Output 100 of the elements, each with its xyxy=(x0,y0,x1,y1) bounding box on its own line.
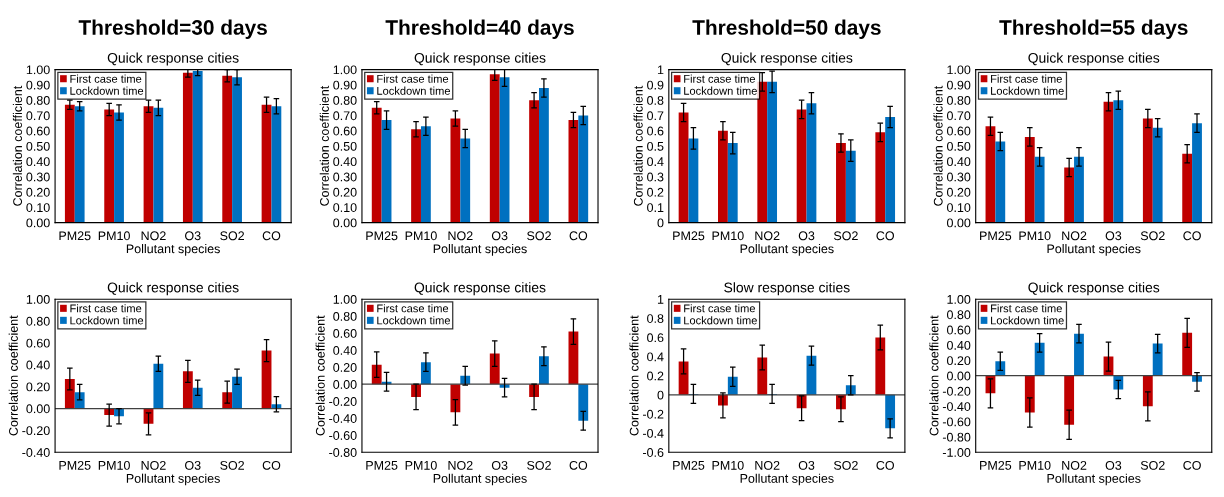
y-tick-label: -1.00 xyxy=(942,448,971,457)
y-tick-label: -0.6 xyxy=(642,448,664,457)
x-tick-label: NO2 xyxy=(755,231,780,241)
y-tick-label: 0.80 xyxy=(26,316,50,326)
y-tick-label: 1.00 xyxy=(947,294,971,304)
y-tick-label: 0.3 xyxy=(647,172,664,182)
y-axis-title: Correlation coefficient xyxy=(929,315,939,436)
y-tick-label: 0.90 xyxy=(947,80,971,90)
x-tick-label: O3 xyxy=(185,231,201,241)
x-axis-title: Pollutant species xyxy=(433,473,527,486)
x-tick-label: CO xyxy=(876,460,894,470)
y-tick-label: -0.20 xyxy=(22,426,50,436)
x-tick-label: PM10 xyxy=(1019,460,1051,470)
y-tick-label: 0.5 xyxy=(647,141,664,151)
y-tick-label: 0.40 xyxy=(947,157,971,167)
chart-subtitle: Quick response cities xyxy=(414,52,546,66)
y-axis-title: Correlation coefficient xyxy=(933,85,943,206)
y-tick-label: 0.00 xyxy=(947,218,971,228)
y-tick-label: -0.80 xyxy=(329,448,357,457)
x-tick-label: NO2 xyxy=(141,231,166,241)
y-tick-label: 0.70 xyxy=(333,111,357,121)
x-tick-label: SO2 xyxy=(833,231,858,241)
x-tick-label: O3 xyxy=(1105,231,1122,241)
y-tick-label: 1.00 xyxy=(26,294,50,304)
y-tick-label: 0.50 xyxy=(26,141,50,151)
y-tick-label: 0.40 xyxy=(26,157,50,167)
chart-title: Threshold=55 days xyxy=(999,19,1188,39)
y-tick-label: 0.1 xyxy=(647,203,664,212)
y-axis-title: Correlation coefficient xyxy=(8,315,18,436)
legend-label: Lockdown time xyxy=(684,316,757,325)
y-tick-label: 0.4 xyxy=(647,157,664,167)
x-tick-label: PM25 xyxy=(59,460,91,470)
x-axis-title: Pollutant species xyxy=(126,473,220,486)
y-tick-label: 0.80 xyxy=(26,96,50,105)
y-tick-label: -0.4 xyxy=(642,428,664,438)
y-tick-label: 0.60 xyxy=(947,126,971,136)
x-tick-label: SO2 xyxy=(1140,231,1165,241)
y-tick-label: -0.20 xyxy=(942,386,971,396)
y-tick-label: 0 xyxy=(657,390,664,400)
y-tick-label: 0.70 xyxy=(26,111,50,121)
chart-subtitle: Quick response cities xyxy=(721,52,853,66)
x-tick-label: NO2 xyxy=(448,231,473,241)
x-axis-title: Pollutant species xyxy=(740,473,834,486)
y-tick-label: 0.40 xyxy=(947,340,971,350)
x-tick-label: CO xyxy=(569,460,588,470)
legend-label: Lockdown time xyxy=(377,316,451,325)
x-tick-label: NO2 xyxy=(1062,231,1087,241)
x-tick-label: O3 xyxy=(1105,460,1122,470)
x-tick-label: NO2 xyxy=(448,460,473,470)
y-tick-label: 1.00 xyxy=(333,65,357,75)
y-tick-label: 0.50 xyxy=(947,141,971,151)
legend-label: Lockdown time xyxy=(991,316,1064,325)
y-tick-label: 0.10 xyxy=(333,203,357,212)
y-tick-label: 0.00 xyxy=(333,380,357,389)
y-axis-title: Correlation coefficient xyxy=(315,315,325,436)
y-tick-label: 0.80 xyxy=(947,96,971,105)
y-axis-title: Correlation coefficient xyxy=(633,85,643,206)
y-tick-label: 0.00 xyxy=(26,404,50,414)
x-tick-label: CO xyxy=(1183,231,1201,241)
y-tick-label: 0.7 xyxy=(647,111,664,121)
x-tick-label: CO xyxy=(262,460,281,470)
y-tick-label: 1 xyxy=(657,65,664,75)
x-tick-label: PM25 xyxy=(980,460,1012,470)
y-axis-title: Correlation coefficient xyxy=(629,315,639,436)
y-tick-label: 1.00 xyxy=(26,65,50,75)
x-tick-label: PM10 xyxy=(405,460,437,470)
x-axis-title: Pollutant species xyxy=(1047,473,1141,486)
chart-title: Quick response cities xyxy=(107,282,239,296)
y-tick-label: 0.10 xyxy=(947,203,971,212)
y-tick-label: 0.00 xyxy=(333,218,357,228)
y-tick-label: 0.2 xyxy=(647,371,664,381)
x-tick-label: PM25 xyxy=(366,460,398,470)
x-tick-label: O3 xyxy=(798,231,815,241)
y-tick-label: 0.60 xyxy=(26,126,50,136)
y-tick-label: 0.20 xyxy=(26,187,50,197)
chart-title: Quick response cities xyxy=(1028,282,1160,296)
y-tick-label: 1 xyxy=(657,295,664,304)
y-tick-label: 1.00 xyxy=(333,294,357,304)
y-tick-label: 0.30 xyxy=(26,172,50,182)
x-tick-label: PM25 xyxy=(673,460,705,470)
y-tick-label: -0.80 xyxy=(942,432,971,442)
y-tick-label: -0.40 xyxy=(22,448,50,457)
y-tick-label: 0 xyxy=(657,218,664,228)
y-axis-title: Correlation coefficient xyxy=(319,85,329,206)
y-tick-label: 0.20 xyxy=(26,382,50,392)
x-tick-label: PM10 xyxy=(98,460,130,470)
y-tick-label: -0.60 xyxy=(942,417,971,427)
x-tick-label: SO2 xyxy=(527,460,551,470)
legend-label: Lockdown time xyxy=(377,86,451,95)
y-tick-label: 0.80 xyxy=(947,310,971,320)
legend-label: First case time xyxy=(991,74,1062,83)
legend-label: Lockdown time xyxy=(70,86,144,95)
y-tick-label: 0.40 xyxy=(333,157,357,167)
y-tick-label: 0.60 xyxy=(26,338,50,348)
legend-label: First case time xyxy=(70,74,142,83)
y-tick-label: 0.00 xyxy=(947,371,971,381)
y-tick-label: 0.40 xyxy=(26,360,50,370)
legend-label: First case time xyxy=(684,74,756,83)
y-tick-label: 0.60 xyxy=(947,325,971,335)
x-tick-label: NO2 xyxy=(755,460,780,470)
